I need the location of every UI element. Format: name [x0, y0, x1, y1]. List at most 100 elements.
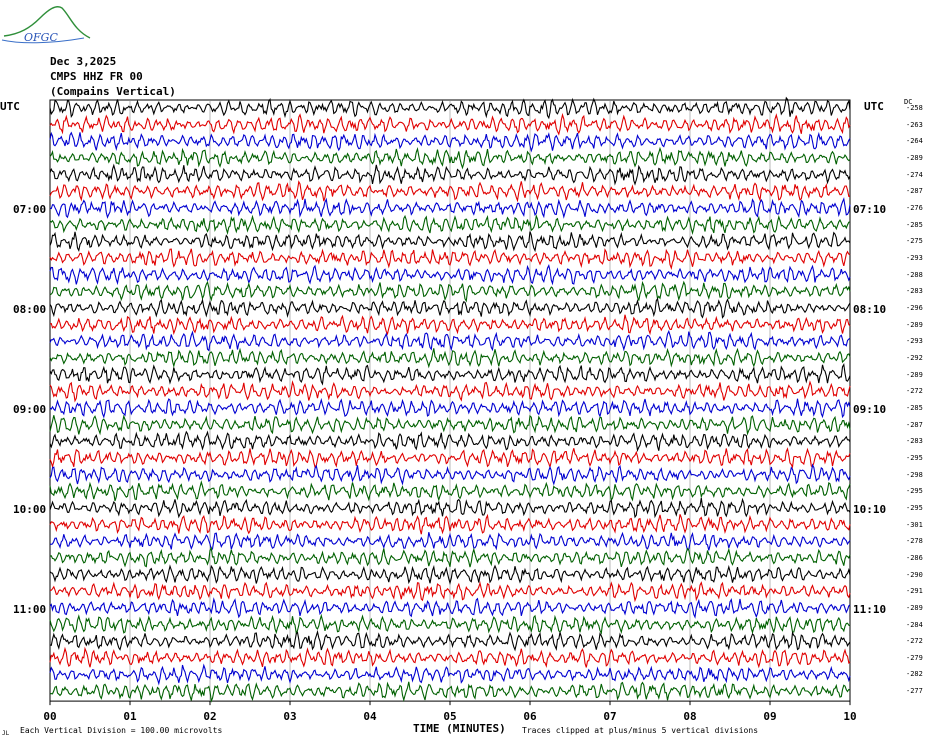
seismic-trace	[49, 513, 851, 535]
dc-offset-label: -272	[906, 637, 923, 646]
dc-offset-label: -291	[906, 587, 923, 596]
utc-left-label: UTC	[0, 100, 20, 113]
seismic-trace	[49, 397, 851, 419]
seismic-trace	[49, 646, 851, 669]
seismic-trace	[49, 131, 851, 153]
seismic-trace	[49, 447, 851, 470]
dc-offset-label: -301	[906, 520, 923, 529]
trace-group	[49, 96, 851, 703]
dc-offset-label: -293	[906, 337, 923, 346]
dc-offset-label: -258	[906, 104, 923, 112]
seismic-trace	[49, 414, 851, 436]
seismic-trace	[49, 329, 851, 352]
x-tick-label: 05	[443, 710, 456, 723]
seismic-trace	[49, 347, 851, 369]
dc-offset-label: -286	[906, 553, 923, 562]
dc-offset-label: -264	[906, 137, 923, 146]
seismic-trace	[49, 531, 851, 552]
left-hour-label: 08:00	[13, 303, 47, 316]
logo-text: OFGC	[24, 31, 58, 44]
dc-offset-label: -272	[906, 387, 923, 396]
dc-offset-label: -296	[906, 303, 923, 312]
dc-offset-label: -289	[906, 370, 923, 379]
dc-offset-label: -279	[906, 653, 923, 662]
seismic-trace	[49, 629, 851, 652]
x-axis-title: TIME (MINUTES)	[413, 722, 506, 735]
dc-offset-label: -289	[906, 603, 923, 612]
seismic-trace	[49, 180, 851, 203]
seismic-trace	[49, 480, 851, 502]
seismic-trace	[49, 96, 851, 120]
seismic-trace	[49, 430, 851, 453]
logo-swoosh	[1, 37, 85, 44]
seismic-trace	[49, 297, 851, 319]
dc-offset-label: -283	[906, 437, 923, 446]
seismic-trace	[49, 264, 851, 286]
x-tick-label: 01	[123, 710, 137, 723]
dc-offset-label: -289	[906, 154, 923, 162]
seismic-trace	[49, 663, 851, 686]
seismic-trace	[49, 146, 851, 170]
station-code: CMPS HHZ FR 00	[50, 70, 143, 83]
right-hour-label: 10:10	[853, 503, 887, 516]
dc-offset-label: -287	[906, 420, 923, 429]
seismic-trace	[49, 546, 851, 568]
seismic-trace	[49, 564, 851, 586]
x-tick-label: 10	[843, 710, 856, 723]
left-hour-label: 07:00	[13, 203, 47, 216]
seismic-trace	[49, 163, 851, 186]
left-hour-label: 11:00	[13, 603, 47, 616]
x-tick-label: 04	[363, 710, 377, 723]
clip-note: Traces clipped at plus/minus 5 vertical …	[522, 726, 759, 735]
logo-mountain	[3, 6, 91, 39]
dc-offset-label: -288	[906, 270, 923, 279]
vertical-division-note: Each Vertical Division = 100.00 microvol…	[20, 726, 223, 735]
dc-offset-label: -295	[906, 453, 923, 462]
dc-offset-label: -284	[906, 620, 923, 629]
seismic-trace	[49, 112, 851, 136]
seismic-trace	[49, 580, 851, 603]
dc-offset-label: -298	[906, 470, 923, 479]
seismic-trace	[49, 613, 851, 636]
station-site: (Compains Vertical)	[50, 85, 176, 98]
dc-offset-label: -285	[906, 403, 923, 412]
seismic-trace	[49, 681, 851, 703]
x-tick-label: 08	[683, 710, 696, 723]
dc-offset-label: -285	[906, 220, 923, 229]
dc-offset-label: -289	[906, 320, 923, 329]
dc-offset-label: -274	[906, 170, 923, 179]
seismic-trace	[49, 213, 851, 236]
corner-mark: JL	[2, 730, 10, 737]
dc-offset-label: -293	[906, 253, 923, 262]
ofgc-logo: OFGC	[1, 6, 91, 44]
seismic-trace	[49, 314, 851, 336]
seismic-trace	[49, 463, 851, 486]
right-hour-label: 08:10	[853, 303, 887, 316]
seismic-trace	[49, 197, 851, 219]
seismic-trace	[49, 280, 851, 303]
right-hour-label: 09:10	[853, 403, 887, 416]
seismic-trace	[49, 362, 851, 386]
dc-offset-label: -295	[906, 487, 923, 496]
dc-offset-label: -287	[906, 187, 923, 196]
x-tick-group: 00 01 02 03 04 05 06 07 08 09 10	[43, 701, 857, 723]
x-tick-label: 02	[203, 710, 216, 723]
dc-offset-label: -278	[906, 537, 923, 546]
x-tick-label: 06	[523, 710, 537, 723]
dc-offset-label: -292	[906, 353, 923, 362]
dc-offset-label: -276	[906, 204, 923, 212]
dc-offset-label: -282	[906, 670, 923, 679]
right-hour-label: 07:10	[853, 203, 887, 216]
seismic-trace	[49, 497, 851, 519]
dc-offset-label: -263	[906, 120, 923, 129]
dc-offset-label: -277	[906, 687, 923, 696]
seismic-trace	[49, 248, 851, 270]
seismic-trace	[49, 597, 851, 619]
dc-header: DC	[904, 98, 913, 106]
left-hour-label: 09:00	[13, 403, 47, 416]
x-tick-label: 03	[283, 710, 296, 723]
seismic-trace	[49, 380, 851, 403]
x-tick-label: 09	[763, 710, 776, 723]
dc-offset-label: -283	[906, 287, 923, 296]
